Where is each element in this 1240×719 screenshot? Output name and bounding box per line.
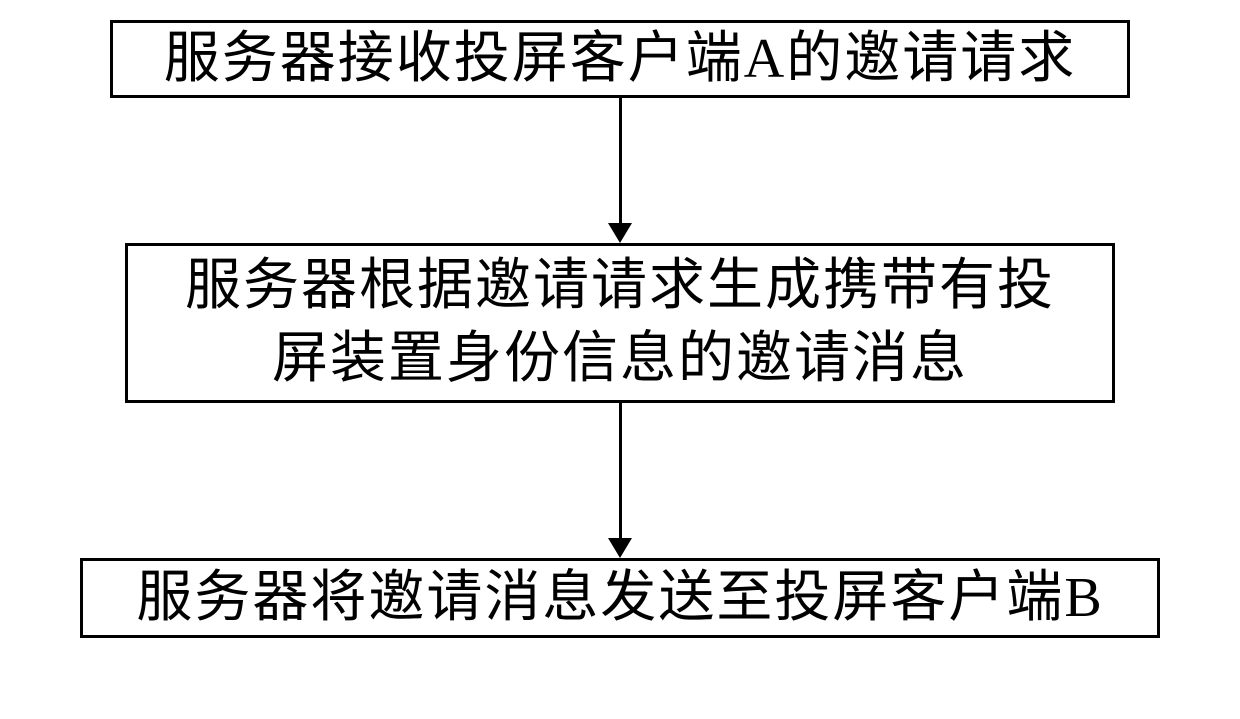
arrow-1 [608, 98, 632, 243]
flowchart-step-2: 服务器根据邀请请求生成携带有投 屏装置身份信息的邀请消息 [125, 243, 1115, 403]
step-2-text: 服务器根据邀请请求生成携带有投 屏装置身份信息的邀请消息 [185, 250, 1055, 396]
arrow-2-head [608, 538, 632, 558]
arrow-2 [608, 403, 632, 558]
flowchart-step-3: 服务器将邀请消息发送至投屏客户端B [80, 558, 1160, 638]
step-2-text-line2: 屏装置身份信息的邀请消息 [272, 328, 968, 390]
arrow-1-head [608, 223, 632, 243]
step-3-text: 服务器将邀请消息发送至投屏客户端B [136, 562, 1103, 635]
step-1-text: 服务器接收投屏客户端A的邀请请求 [164, 23, 1076, 96]
arrow-1-line [619, 98, 622, 223]
flowchart-container: 服务器接收投屏客户端A的邀请请求 服务器根据邀请请求生成携带有投 屏装置身份信息… [70, 20, 1170, 638]
arrow-2-line [619, 403, 622, 538]
flowchart-step-1: 服务器接收投屏客户端A的邀请请求 [110, 20, 1130, 98]
step-2-text-line1: 服务器根据邀请请求生成携带有投 [185, 255, 1055, 317]
